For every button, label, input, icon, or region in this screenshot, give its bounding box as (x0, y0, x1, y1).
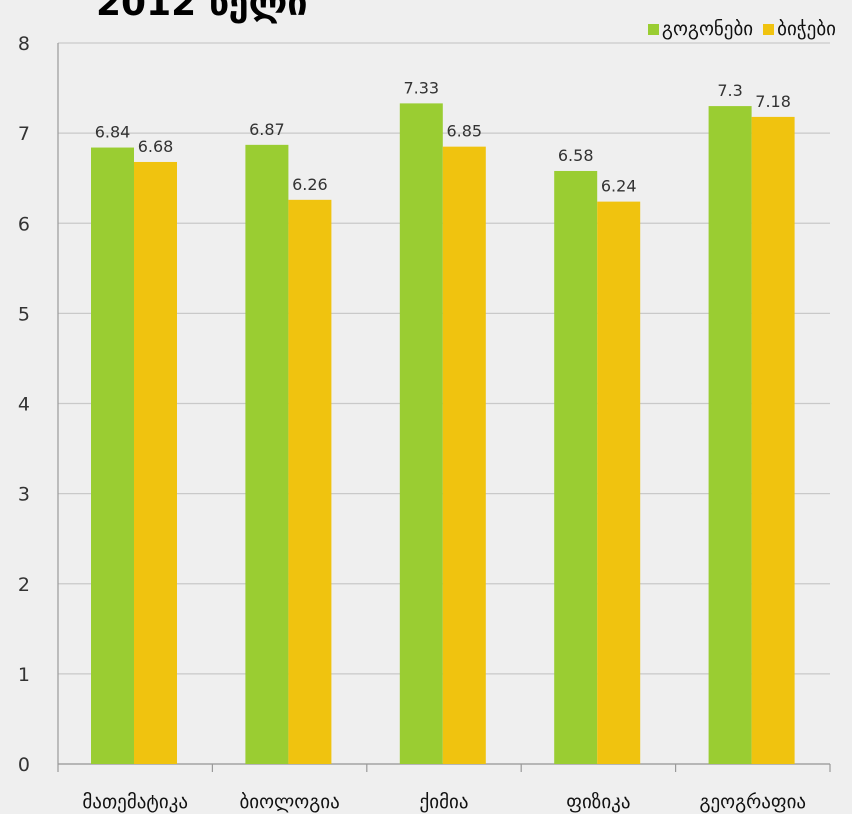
y-tick-label: 8 (18, 33, 30, 55)
chart-title: 2012 წელი (96, 0, 308, 24)
y-tick-label: 1 (18, 664, 30, 686)
legend-item-boys: ბიჭები (763, 18, 836, 40)
x-category-label: გეოგრაფია (699, 791, 806, 813)
y-tick-label: 2 (18, 574, 30, 596)
bar-girls (91, 147, 134, 765)
bar-girls (399, 103, 443, 765)
data-label: 7.18 (755, 92, 791, 111)
bar-boys (442, 146, 486, 765)
bar-boys (134, 161, 177, 765)
data-label: 6.68 (138, 137, 174, 156)
legend-label-girls: გოგონები (661, 18, 754, 40)
data-label: 6.58 (558, 146, 594, 165)
data-label: 6.87 (249, 120, 285, 139)
y-tick-label: 0 (18, 754, 30, 776)
legend-swatch-boys (763, 23, 775, 35)
bar-girls (708, 106, 752, 764)
legend-item-girls: გოგონები (647, 18, 754, 40)
x-category-label: ქიმია (420, 791, 469, 813)
x-category-label: მათემატიკა (82, 791, 188, 813)
y-tick-label: 6 (18, 213, 30, 235)
data-label: 6.84 (95, 123, 131, 142)
bar-girls (554, 170, 598, 765)
data-label: 7.33 (403, 78, 439, 97)
legend-swatch-girls (647, 23, 659, 35)
bar-boys (751, 116, 795, 765)
y-tick-label: 3 (18, 484, 30, 506)
data-label: 6.26 (292, 175, 328, 194)
y-tick-label: 5 (18, 303, 30, 325)
x-category-label: ფიზიკა (566, 791, 630, 813)
data-label: 6.24 (601, 177, 637, 196)
bar-boys (597, 201, 641, 764)
y-tick-label: 7 (18, 123, 30, 145)
legend-label-boys: ბიჭები (777, 18, 836, 40)
legend: გოგონები ბიჭები (647, 18, 836, 40)
bar-boys (288, 199, 332, 764)
y-tick-label: 4 (18, 394, 30, 416)
data-label: 7.3 (717, 81, 742, 100)
x-category-label: ბიოლოგია (239, 791, 339, 813)
data-label: 6.85 (446, 122, 482, 141)
bar-girls (245, 144, 289, 764)
